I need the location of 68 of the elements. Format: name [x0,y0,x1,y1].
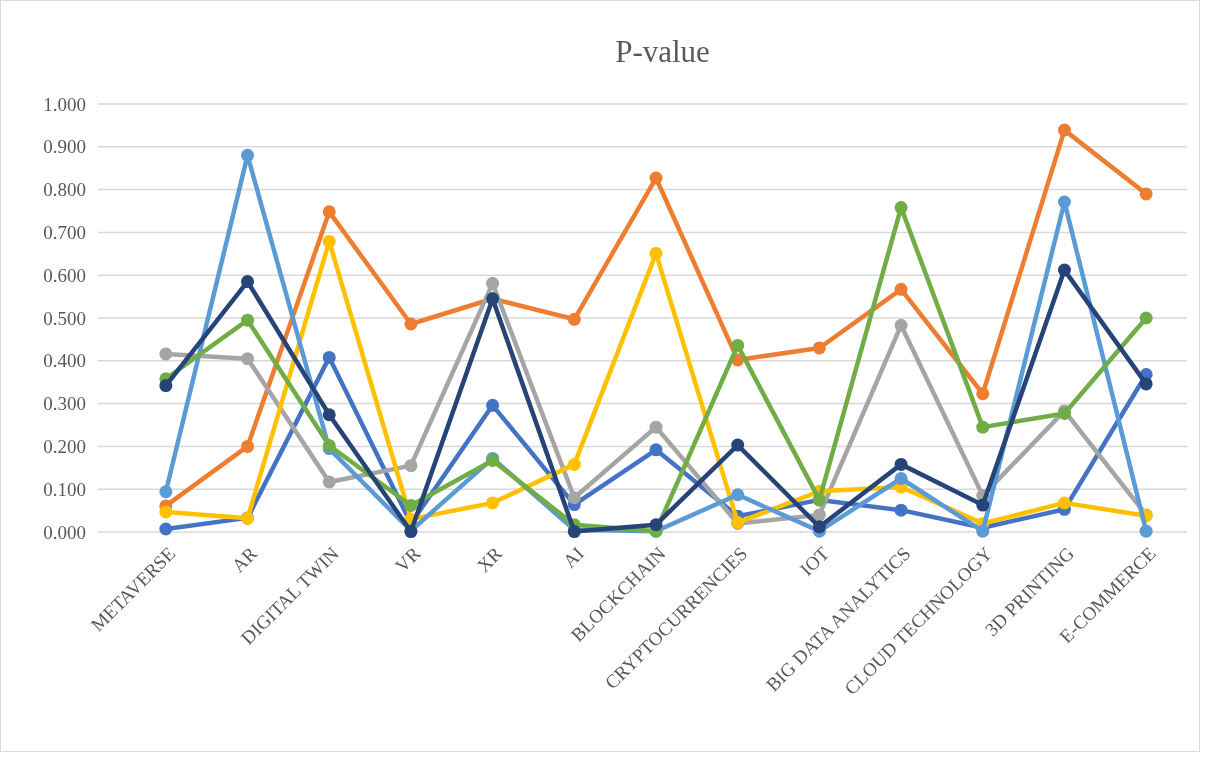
point [1057,123,1071,137]
x-tick-label: AR [227,542,262,577]
point [159,485,173,499]
point [486,398,500,412]
chart-title: P-value [615,34,710,69]
y-tick-label: 0.100 [43,478,86,500]
y-tick-label: 0.500 [43,307,86,329]
point [1139,524,1153,538]
point [241,313,255,327]
point [731,488,745,502]
y-tick-label: 0.600 [43,264,86,286]
point [404,317,418,331]
point [894,503,908,517]
point [241,439,255,453]
point [812,341,826,355]
x-tick-label: IOT [795,542,834,580]
point [1057,195,1071,209]
y-tick-label: 0.700 [43,222,86,244]
x-tick-label: XR [472,542,507,577]
point [567,312,581,326]
point [649,443,663,457]
point [976,420,990,434]
point [322,475,336,489]
point [159,522,173,536]
point [567,457,581,471]
point [649,171,663,185]
point [159,505,173,519]
point [322,408,336,422]
point [241,352,255,366]
y-tick-label: 0.400 [43,350,86,372]
point [567,491,581,505]
y-tick-label: 1.000 [43,93,86,115]
point [1139,311,1153,325]
y-tick-label: 0.800 [43,179,86,201]
point [649,420,663,434]
point [1139,377,1153,391]
point [404,498,418,512]
point [649,518,663,532]
point [894,201,908,215]
point [159,347,173,361]
point [894,318,908,332]
point [894,472,908,485]
point [812,520,826,534]
point [486,276,500,290]
point [1057,263,1071,277]
y-tick-label: 0.200 [43,436,86,458]
point [486,496,500,510]
point [322,205,336,219]
point [1139,187,1153,201]
point [159,379,173,393]
point [404,459,418,473]
point [241,275,255,289]
point [649,246,663,260]
point [731,438,745,452]
point [894,282,908,296]
point [731,338,745,352]
y-tick-label: 0.000 [43,521,86,543]
point [322,234,336,248]
point [976,498,990,512]
point [976,387,990,401]
x-tick-label: VR [390,542,425,577]
point [241,148,255,162]
point [812,508,826,522]
point [894,457,908,471]
point [1057,496,1071,510]
y-tick-label: 0.300 [43,393,86,415]
point [322,350,336,364]
y-tick-label: 0.900 [43,136,86,158]
